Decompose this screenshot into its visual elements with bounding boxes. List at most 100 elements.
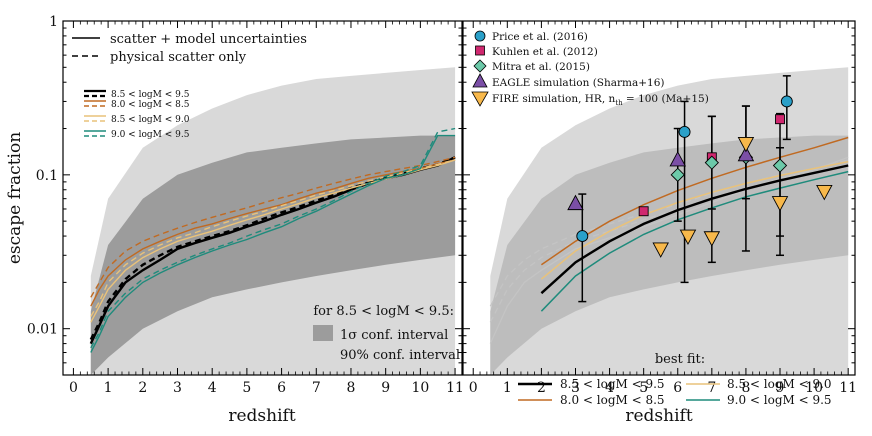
marker-triangle-up-3 [737,145,755,162]
x-tick-label: 8 [741,380,750,396]
marker-triangle-down-5 [771,196,789,212]
legend-mitra-label: Mitra et al. (2015) [492,61,590,73]
bestfit-legend-label-4: 9.0 < logM < 9.5 [727,393,832,407]
y-ticks [463,20,855,376]
x-tick-label: 0 [469,380,478,396]
series-line-2 [89,156,456,341]
y-axis-label: escape fraction [5,132,25,264]
x-tick-label: 6 [673,380,682,396]
bestfit-line-4 [540,170,849,312]
x-tick-label: 8 [347,380,356,396]
right-panel: 0 1 2 3 4 5 6 7 8 9 10 11 [462,20,857,396]
bestfit-line-3 [540,160,849,280]
x-tick-label: 5 [639,380,648,396]
marker-square-1 [638,206,649,217]
y-tick-label: 0.1 [36,168,58,184]
y-ticks [63,20,462,376]
legend-dashed-label: physical scatter only [110,50,247,65]
series-line-7 [90,134,456,353]
x-tick-label: 0 [69,380,78,396]
band-1s-label: 1σ conf. interval [340,328,448,343]
marker-square-3 [775,114,785,125]
legend-mass4-label: 9.0 < logM < 9.5 [111,130,190,140]
band-90-label: 90% conf. interval [340,348,460,363]
marker-triangle-down-4 [737,136,755,153]
x-tick-label: 4 [605,380,614,396]
plot-area [489,67,849,375]
x-tick-label: 11 [446,380,464,396]
marker-triangle-up-1 [567,194,584,211]
panel-frame [462,20,856,376]
marker-triangle-down-6 [816,184,833,201]
marker-diamond-1 [670,167,685,182]
legend-mass3-label: 8.5 < logM < 9.0 [111,115,190,125]
x-tick-label: 5 [242,380,251,396]
left-legend: scatter + model uncertainties physical s… [72,32,460,363]
legend-mass2-label: 8.0 < logM < 8.5 [111,100,190,110]
band-1-sigma [490,135,849,375]
legend-fire-marker [471,91,489,107]
marker-triangle-down-2 [679,229,697,246]
panel-frame [62,20,463,376]
marker-triangle-down-1 [652,242,669,258]
bestfit-line-1 [540,164,849,295]
marker-triangle-down-3 [703,231,721,247]
y-tick-label: 1 [49,14,58,30]
legend-fire-label: FIRE simulation, HR, nth = 100 (Ma+15) [492,93,709,107]
legend-eagle-label: EAGLE simulation (Sharma+16) [492,77,665,89]
bestfit-legend-label-3: 8.5 < logM < 9.0 [727,377,832,391]
y-tick-label: 0.01 [27,322,58,338]
x-tick-label: 1 [503,380,512,396]
marker-circle-2 [678,126,691,138]
x-tick-label: 7 [312,380,321,396]
legend-price-label: Price et al. (2016) [492,31,588,43]
band-1s-swatch [313,325,333,341]
x-tick-label: 10 [805,380,823,396]
bestfit-line-2 [540,136,849,266]
marker-triangle-up-2 [669,150,686,167]
right-legend: Price et al. (2016) Kuhlen et al. (2012)… [471,30,832,407]
plot-area [89,67,456,375]
legend-mitra-marker [473,59,487,73]
x-ticks [72,21,456,375]
x-axis-label-left: redshift [228,406,295,426]
legend-solid-label: scatter + model uncertainties [110,32,307,47]
series-line-3 [90,159,456,307]
x-tick-label: 3 [173,380,182,396]
series-line-6 [90,159,456,317]
x-ticks [472,21,849,375]
band-90-swatch [313,345,333,361]
x-tick-label: 4 [208,380,217,396]
x-tick-label: 1 [104,380,113,396]
x-tick-label: 9 [381,380,390,396]
x-tick-label: 2 [537,380,546,396]
legend-mass1-label: 8.5 < logM < 9.5 [111,90,190,100]
series-line-4 [90,156,456,298]
legend-fire-label-sub: th [615,99,623,107]
x-tick-label: 2 [138,380,147,396]
x-tick-label: 10 [411,380,429,396]
marker-diamond-4 [772,158,788,173]
bestfit-header: best fit: [655,352,705,367]
x-tick-label: 7 [707,380,716,396]
legend-fire-label-a: FIRE simulation, HR, n [492,93,615,105]
legend-fire-label-b: = 100 (Ma+15) [623,93,709,105]
bestfit-legend-label-2: 8.0 < logM < 8.5 [560,393,665,407]
bestfit-legend-label-1: 8.5 < logM < 9.5 [560,377,665,391]
legend-kuhlen-marker [475,45,485,56]
legend-eagle-marker [472,73,488,88]
marker-diamond-2 [704,155,719,170]
x-tick-label: 6 [277,380,286,396]
legend-price-marker [474,30,486,42]
x-tick-label: 3 [571,380,580,396]
left-panel: 0 1 2 3 4 5 6 7 8 9 10 11 0.01 0.1 1 [27,14,464,396]
x-tick-label: 11 [839,380,857,396]
legend-kuhlen-label: Kuhlen et al. (2012) [492,46,598,58]
marker-circle-3 [780,95,793,108]
series-line-8 [90,127,456,349]
marker-circle-1 [576,230,589,243]
x-axis-label-right: redshift [625,406,692,426]
band-1-sigma [90,135,456,375]
x-tick-label: 9 [776,380,785,396]
